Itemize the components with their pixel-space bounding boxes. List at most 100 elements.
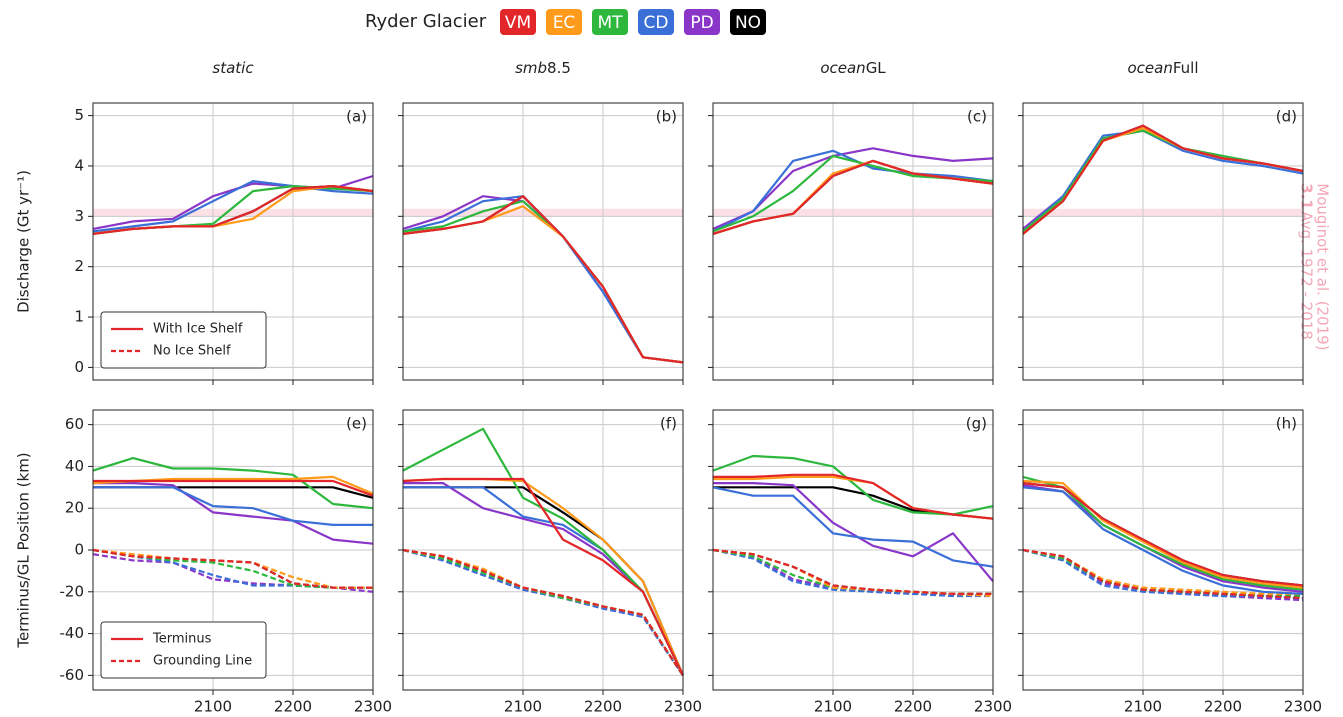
line-legend-label: No Ice Shelf <box>153 344 231 359</box>
legend-swatch <box>638 9 674 35</box>
legend-label: CD <box>644 13 669 33</box>
series-line <box>402 195 684 364</box>
axes-frame <box>92 409 374 691</box>
figure-title: Ryder Glacier <box>365 11 487 32</box>
reference-band <box>93 208 373 217</box>
panel-label: (d) <box>1276 108 1297 126</box>
series-line <box>713 473 994 520</box>
series-line <box>1022 124 1304 235</box>
series-line <box>1022 129 1304 233</box>
panel-title-rest: Full <box>1173 59 1199 77</box>
y-tick-label: -60 <box>60 666 85 684</box>
panel-title-italic: ocean <box>820 59 865 77</box>
y-tick-label: 5 <box>74 106 84 124</box>
series-line <box>403 486 685 676</box>
reference-band <box>403 208 683 217</box>
series-line <box>712 548 993 598</box>
y-tick-label: -40 <box>60 624 85 642</box>
series-line <box>92 457 374 510</box>
y-tick-label: 0 <box>74 358 84 376</box>
x-tick-label: 2300 <box>664 698 702 716</box>
x-tick-label: 2300 <box>354 698 392 716</box>
series-line <box>92 548 373 589</box>
line-legend-label: With Ice Shelf <box>153 322 243 337</box>
reference-band <box>1023 208 1303 217</box>
legend-label: PD <box>690 13 713 33</box>
series-line <box>402 427 684 676</box>
panel-title-italic: smb <box>515 59 547 77</box>
panel-title: oceanFull <box>1127 59 1198 77</box>
axes-frame <box>402 102 684 381</box>
x-tick-label: 2300 <box>974 698 1012 716</box>
series-line <box>713 482 994 583</box>
y-tick-label: 0 <box>74 541 84 559</box>
x-tick-label: 2100 <box>504 698 542 716</box>
line-legend-label: Grounding Line <box>153 654 252 669</box>
series-line <box>93 486 374 499</box>
series-line <box>1022 127 1304 235</box>
legend-swatch <box>546 9 582 35</box>
panel-title-italic: static <box>212 59 254 77</box>
series-line <box>1022 479 1304 589</box>
panel-title-rest: GL <box>866 59 887 77</box>
series-line <box>402 548 684 677</box>
series-line <box>712 159 994 235</box>
axes-frame <box>712 409 994 691</box>
legend-label: VM <box>505 13 531 33</box>
line-legend-label: Terminus <box>152 632 212 647</box>
y-tick-label: 1 <box>74 308 84 326</box>
series-line <box>92 185 374 235</box>
panel-label: (b) <box>656 108 677 126</box>
x-tick-label: 2300 <box>1284 698 1322 716</box>
axes-frame <box>402 409 684 691</box>
legend-label: EC <box>553 13 576 33</box>
y-tick-label: 3 <box>74 207 84 225</box>
x-tick-label: 2200 <box>894 698 932 716</box>
series-line <box>1022 486 1304 595</box>
reference-value: 3.1 <box>1298 183 1316 210</box>
series-line <box>712 149 994 233</box>
legend-swatch <box>730 9 766 35</box>
y-axis-label: Discharge (Gt yr⁻¹) <box>15 170 33 313</box>
y-axis-label: Terminus/GL Position (km) <box>15 452 33 648</box>
series-line <box>712 548 993 595</box>
series-line <box>402 548 684 677</box>
panel-title-italic: ocean <box>1127 59 1172 77</box>
panel-title: oceanGL <box>820 59 886 77</box>
y-tick-label: 20 <box>65 499 84 517</box>
y-tick-label: 40 <box>65 457 84 475</box>
reference-source: Mouginot et al. (2019) <box>1314 183 1332 350</box>
series-line <box>93 486 373 526</box>
x-tick-label: 2200 <box>584 698 622 716</box>
legend-swatch <box>684 9 720 35</box>
series-line <box>712 159 994 235</box>
panel-label: (h) <box>1276 415 1297 433</box>
series-line <box>402 548 684 677</box>
x-tick-label: 2100 <box>814 698 852 716</box>
series-line <box>1022 482 1304 587</box>
axes-frame <box>1022 409 1304 691</box>
panel-label: (f) <box>660 415 677 433</box>
series-line <box>92 180 374 233</box>
panel-label: (a) <box>346 108 367 126</box>
panel-title: smb8.5 <box>515 59 571 77</box>
axes-frame <box>712 102 994 381</box>
reference-band <box>713 208 993 217</box>
series-line <box>93 482 374 545</box>
line-legend-box <box>100 621 267 679</box>
axes-frame <box>1022 102 1304 381</box>
x-tick-label: 2200 <box>274 698 312 716</box>
series-line <box>712 548 994 598</box>
series-line <box>402 548 684 677</box>
series-line <box>402 200 684 364</box>
panel-title: static <box>212 59 254 77</box>
legend-swatch <box>592 9 628 35</box>
panel-label: (g) <box>966 415 987 433</box>
series-line <box>1022 548 1304 600</box>
series-line <box>93 479 374 497</box>
legend-label: NO <box>735 13 761 33</box>
line-legend-box <box>100 311 267 369</box>
series-line <box>92 553 374 593</box>
